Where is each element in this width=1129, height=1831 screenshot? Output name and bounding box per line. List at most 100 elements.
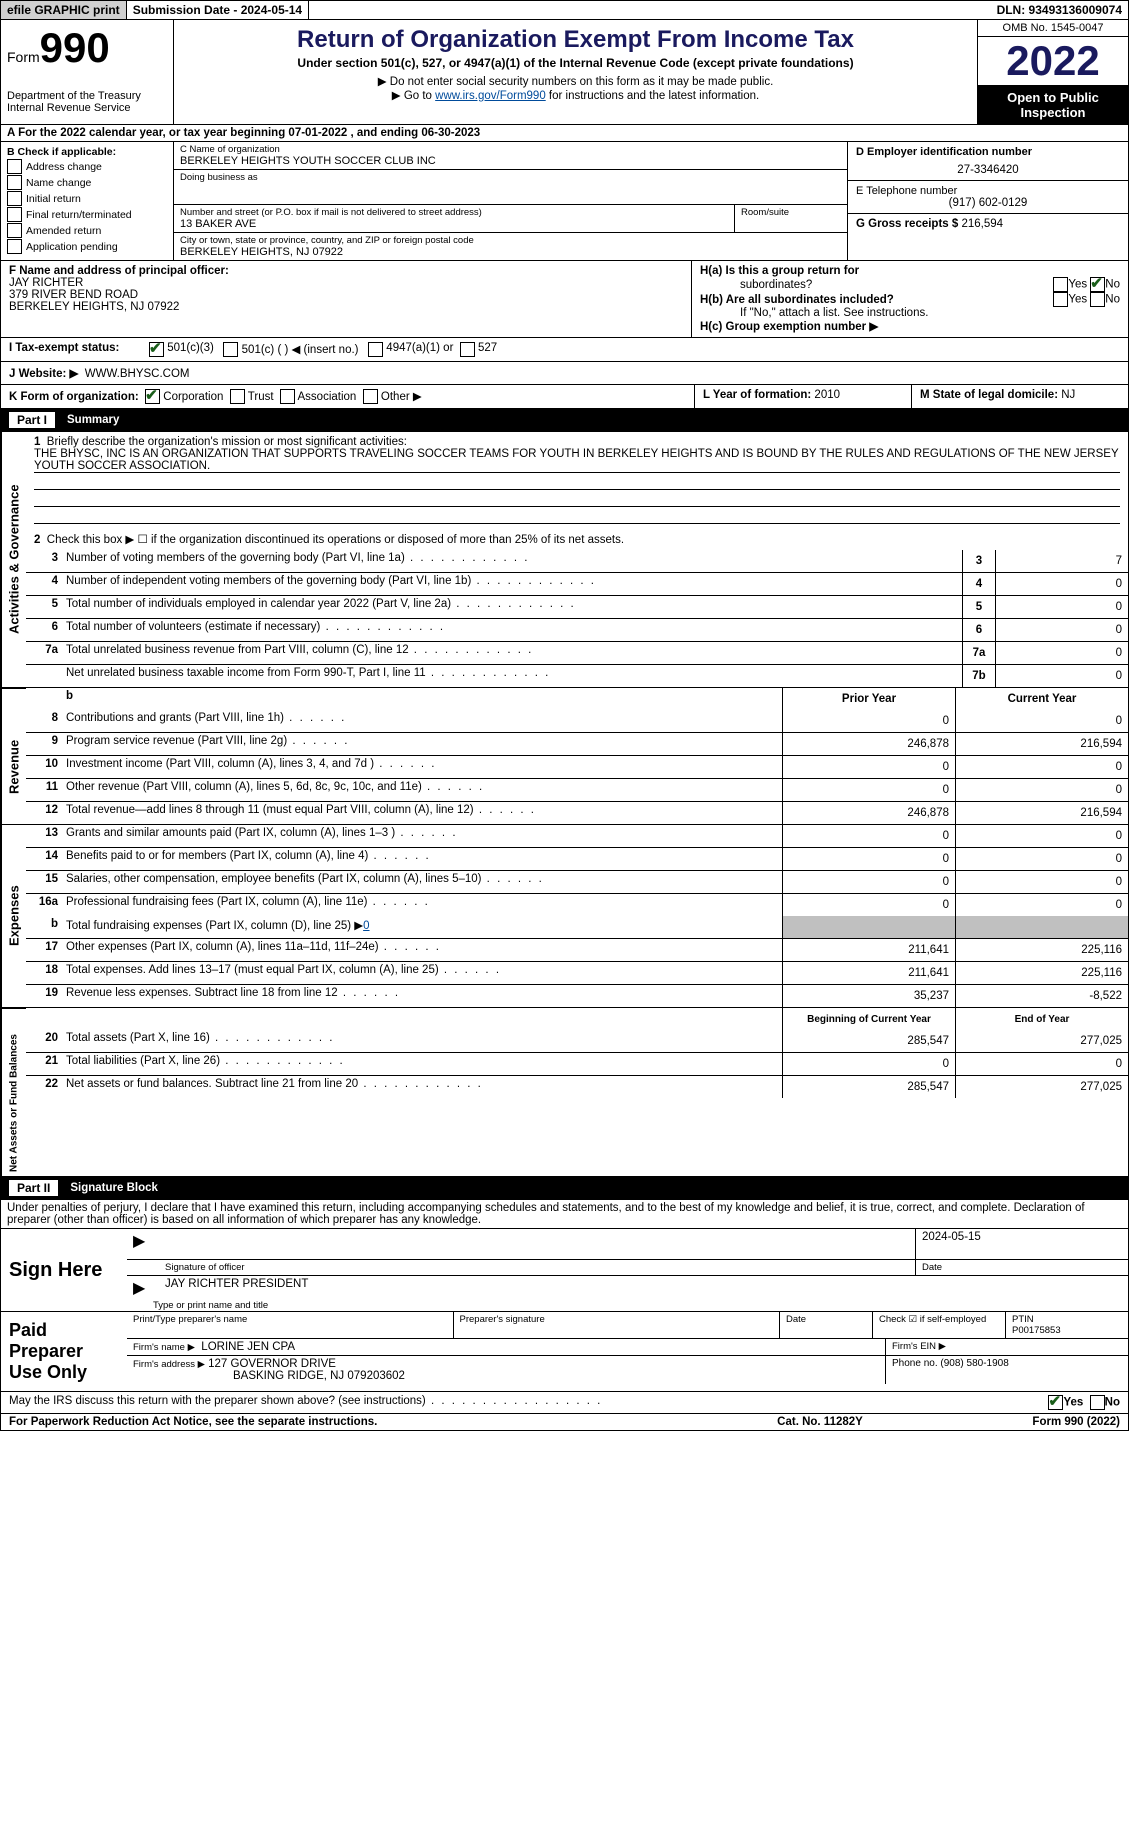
chk-initial-return[interactable] [7,191,22,206]
paid-prep-label: Paid Preparer Use Only [1,1312,127,1391]
table-row: 18Total expenses. Add lines 13–17 (must … [26,962,1128,985]
table-row: 22Net assets or fund balances. Subtract … [26,1076,1128,1098]
activities-governance-box: Activities & Governance 1 Briefly descri… [0,432,1129,688]
form-note-link: ▶ Go to www.irs.gov/Form990 for instruct… [182,88,969,102]
open-to-public: Open to Public Inspection [978,86,1128,124]
table-row: 19Revenue less expenses. Subtract line 1… [26,985,1128,1007]
submission-date: Submission Date - 2024-05-14 [127,1,309,19]
chk-app-pending[interactable] [7,239,22,254]
table-row: 21Total liabilities (Part X, line 26)00 [26,1053,1128,1076]
tax-year: 2022 [978,37,1128,86]
expenses-box: Expenses 13Grants and similar amounts pa… [0,825,1129,1008]
ptin: P00175853 [1012,1325,1061,1336]
omb-number: OMB No. 1545-0047 [978,20,1128,37]
part-i-header: Part I Summary [0,409,1129,432]
chk-address-change[interactable] [7,159,22,174]
expenses-vlabel: Expenses [1,825,26,1007]
col-c-org-info: C Name of organization BERKELEY HEIGHTS … [174,142,847,260]
officer-addr2: BERKELEY HEIGHTS, NJ 07922 [9,301,683,313]
chk-501c[interactable] [223,342,238,357]
state-domicile: NJ [1061,389,1075,401]
chk-other[interactable] [363,389,378,404]
chk-discuss-yes[interactable] [1048,1395,1063,1410]
form-title: Return of Organization Exempt From Incom… [182,26,969,54]
row-fh: F Name and address of principal officer:… [0,261,1129,338]
prior-year-header: Prior Year [782,688,955,710]
table-row: 5Total number of individuals employed in… [26,596,1128,619]
chk-discuss-no[interactable] [1090,1395,1105,1410]
form-subtitle: Under section 501(c), 527, or 4947(a)(1)… [182,56,969,70]
current-year-header: Current Year [955,688,1128,710]
chk-ha-no[interactable] [1090,277,1105,292]
chk-hb-no[interactable] [1090,292,1105,307]
fundraising-total: 0 [363,920,369,932]
ein: 27-3346420 [856,164,1120,176]
org-name: BERKELEY HEIGHTS YOUTH SOCCER CLUB INC [180,155,841,167]
net-header-row: Beginning of Current Year End of Year [0,1008,1129,1030]
table-row: 6Total number of volunteers (estimate if… [26,619,1128,642]
chk-final-return[interactable] [7,207,22,222]
revenue-box: Revenue 8Contributions and grants (Part … [0,710,1129,825]
prep-phone: (908) 580-1908 [940,1358,1008,1369]
table-row: 8Contributions and grants (Part VIII, li… [26,710,1128,733]
table-row: 9Program service revenue (Part VIII, lin… [26,733,1128,756]
table-row: Net unrelated business taxable income fr… [26,665,1128,687]
year-formation: 2010 [814,389,840,401]
firm-addr2: BASKING RIDGE, NJ 079203602 [233,1370,405,1382]
discuss-row: May the IRS discuss this return with the… [0,1392,1129,1414]
begin-year-header: Beginning of Current Year [782,1008,955,1030]
netassets-box: Net Assets or Fund Balances 20Total asse… [0,1030,1129,1177]
firm-name: LORINE JEN CPA [201,1341,295,1353]
table-row: 11Other revenue (Part VIII, column (A), … [26,779,1128,802]
netassets-vlabel: Net Assets or Fund Balances [1,1030,26,1176]
website: WWW.BHYSC.COM [85,368,190,380]
dln: DLN: 93493136009074 [991,1,1128,19]
irs-link[interactable]: www.irs.gov/Form990 [435,90,546,102]
officer-name-title: JAY RICHTER PRESIDENT [159,1276,1128,1300]
table-row: 4Number of independent voting members of… [26,573,1128,596]
chk-hb-yes[interactable] [1053,292,1068,307]
chk-501c3[interactable] [149,342,164,357]
gross-receipts: 216,594 [961,218,1003,230]
sig-date: 2024-05-15 [916,1229,1128,1259]
footer-row: For Paperwork Reduction Act Notice, see … [0,1414,1129,1431]
efile-print-button[interactable]: efile GRAPHIC print [1,1,127,19]
activities-vlabel: Activities & Governance [1,432,26,687]
paid-preparer-block: Paid Preparer Use Only Print/Type prepar… [0,1312,1129,1392]
mission-text: THE BHYSC, INC IS AN ORGANIZATION THAT S… [34,448,1120,473]
footer-form: Form 990 (2022) [920,1416,1120,1428]
form-word: Form [7,49,40,65]
row-j-website: J Website: ▶ WWW.BHYSC.COM [0,362,1129,385]
chk-trust[interactable] [230,389,245,404]
table-row: 3Number of voting members of the governi… [26,550,1128,573]
form-note-ssn: ▶ Do not enter social security numbers o… [182,74,969,88]
table-row: 16aProfessional fundraising fees (Part I… [26,894,1128,916]
revenue-vlabel: Revenue [1,710,26,824]
form-header: Form990 Department of the Treasury Inter… [0,20,1129,125]
officer-addr1: 379 RIVER BEND ROAD [9,289,683,301]
table-row: 7aTotal unrelated business revenue from … [26,642,1128,665]
col-d-ein: D Employer identification number 27-3346… [847,142,1128,260]
chk-association[interactable] [280,389,295,404]
end-year-header: End of Year [955,1008,1128,1030]
sign-here-label: Sign Here [1,1229,127,1311]
chk-corporation[interactable] [145,389,160,404]
sign-here-block: Sign Here ▶ 2024-05-15 Signature of offi… [0,1229,1129,1312]
row-k-form-org: K Form of organization: Corporation Trus… [0,385,1129,409]
org-city: BERKELEY HEIGHTS, NJ 07922 [180,246,841,258]
table-row: 17Other expenses (Part IX, column (A), l… [26,939,1128,962]
chk-527[interactable] [460,342,475,357]
signature-declaration: Under penalties of perjury, I declare th… [0,1200,1129,1229]
firm-addr1: 127 GOVERNOR DRIVE [208,1358,336,1370]
chk-name-change[interactable] [7,175,22,190]
chk-ha-yes[interactable] [1053,277,1068,292]
chk-4947[interactable] [368,342,383,357]
org-street: 13 BAKER AVE [180,218,728,230]
form-number: 990 [40,24,110,71]
table-row: 13Grants and similar amounts paid (Part … [26,825,1128,848]
top-bar: efile GRAPHIC print Submission Date - 20… [0,0,1129,20]
footer-paperwork: For Paperwork Reduction Act Notice, see … [9,1416,720,1428]
chk-amended-return[interactable] [7,223,22,238]
dept-irs: Internal Revenue Service [7,102,167,114]
row-a-tax-year: A For the 2022 calendar year, or tax yea… [0,125,1129,142]
